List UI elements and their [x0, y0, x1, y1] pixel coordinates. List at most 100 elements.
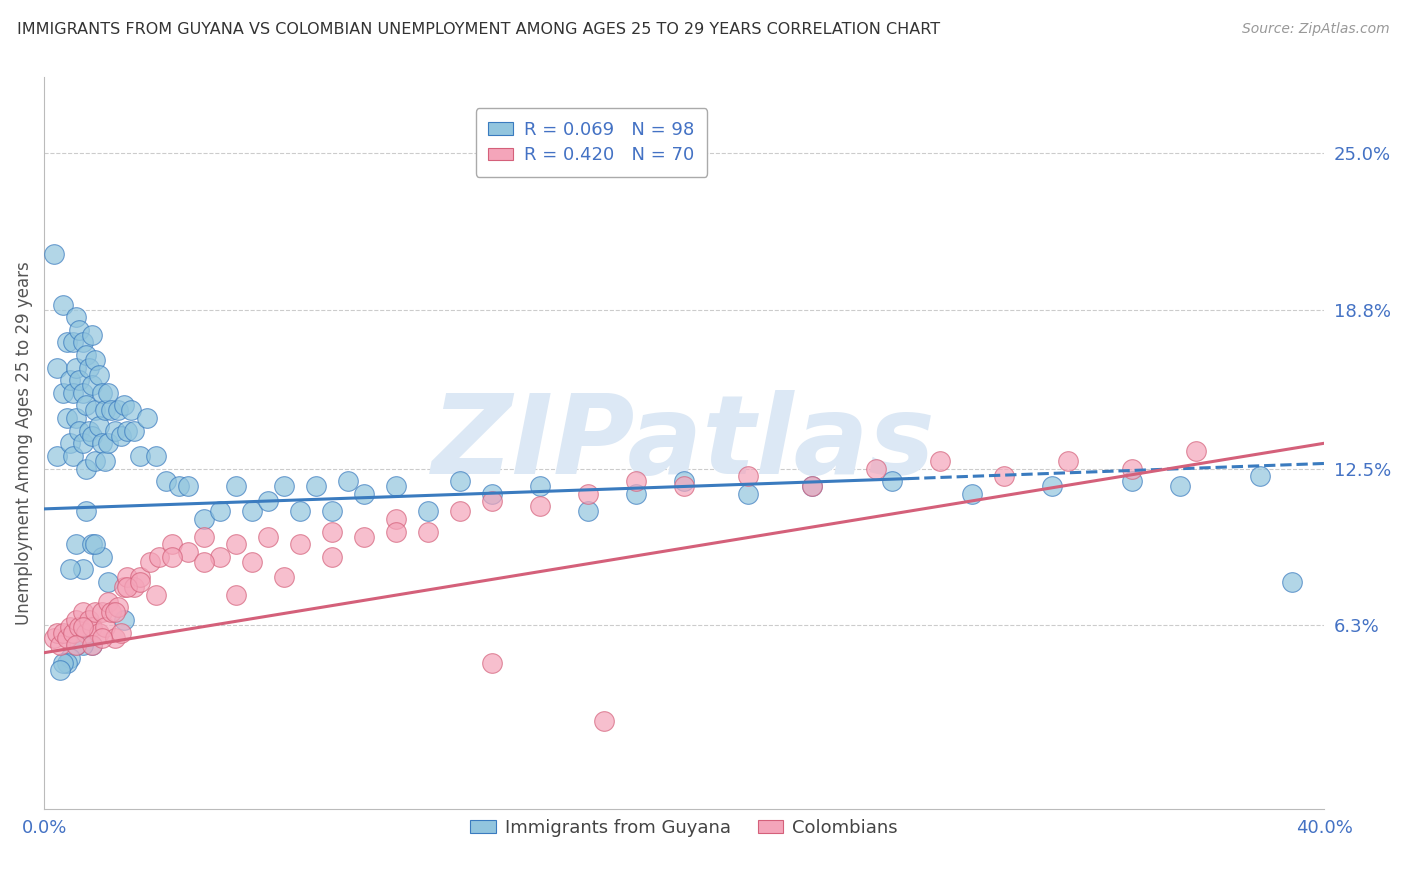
Point [160, 549, 183, 564]
Point [673, 474, 696, 488]
Point [75, 399, 97, 413]
Point [62, 385, 84, 400]
Point [90, 631, 112, 645]
Point [321, 549, 343, 564]
Point [84, 403, 107, 417]
Point [90, 385, 112, 400]
Point [97, 436, 120, 450]
Point [59, 562, 82, 576]
Point [65, 310, 87, 325]
Point [94, 620, 117, 634]
Point [75, 348, 97, 362]
Point [117, 424, 139, 438]
Point [449, 504, 471, 518]
Point [385, 512, 408, 526]
Point [49, 638, 72, 652]
Point [288, 504, 311, 518]
Point [52, 297, 75, 311]
Text: IMMIGRANTS FROM GUYANA VS COLOMBIAN UNEMPLOYMENT AMONG AGES 25 TO 29 YEARS CORRE: IMMIGRANTS FROM GUYANA VS COLOMBIAN UNEM… [17, 22, 941, 37]
Point [65, 638, 87, 652]
Point [576, 487, 599, 501]
Point [62, 449, 84, 463]
Point [52, 656, 75, 670]
Point [529, 500, 551, 514]
Point [72, 605, 94, 619]
Point [481, 494, 503, 508]
Point [45, 360, 67, 375]
Point [52, 385, 75, 400]
Point [122, 580, 145, 594]
Point [138, 555, 160, 569]
Point [481, 487, 503, 501]
Point [65, 360, 87, 375]
Point [84, 537, 107, 551]
Point [72, 638, 94, 652]
Point [77, 360, 100, 375]
Point [321, 524, 343, 539]
Point [55, 656, 77, 670]
Point [353, 530, 375, 544]
Point [416, 504, 439, 518]
Point [240, 555, 263, 569]
Point [94, 454, 117, 468]
Point [737, 487, 759, 501]
Point [225, 537, 247, 551]
Point [288, 537, 311, 551]
Point [129, 449, 152, 463]
Point [240, 504, 263, 518]
Point [148, 549, 170, 564]
Point [529, 479, 551, 493]
Point [593, 714, 616, 728]
Point [100, 605, 122, 619]
Point [801, 479, 824, 493]
Point [65, 638, 87, 652]
Point [67, 620, 90, 634]
Point [1185, 443, 1208, 458]
Point [120, 403, 142, 417]
Point [1281, 575, 1303, 590]
Point [77, 424, 100, 438]
Point [110, 428, 132, 442]
Point [84, 454, 107, 468]
Y-axis label: Unemployment Among Ages 25 to 29 years: Unemployment Among Ages 25 to 29 years [15, 261, 32, 625]
Point [75, 504, 97, 518]
Point [65, 537, 87, 551]
Point [59, 373, 82, 387]
Point [75, 461, 97, 475]
Point [145, 588, 167, 602]
Point [673, 479, 696, 493]
Point [107, 403, 129, 417]
Point [624, 474, 647, 488]
Point [84, 605, 107, 619]
Point [129, 570, 152, 584]
Point [42, 631, 65, 645]
Point [110, 625, 132, 640]
Point [97, 575, 120, 590]
Point [416, 524, 439, 539]
Point [145, 449, 167, 463]
Point [72, 620, 94, 634]
Point [209, 549, 232, 564]
Point [67, 373, 90, 387]
Point [257, 494, 280, 508]
Point [193, 555, 215, 569]
Point [1121, 474, 1143, 488]
Point [59, 436, 82, 450]
Point [59, 620, 82, 634]
Point [177, 545, 200, 559]
Point [67, 323, 90, 337]
Point [107, 600, 129, 615]
Point [1040, 479, 1063, 493]
Point [257, 530, 280, 544]
Point [993, 469, 1015, 483]
Point [321, 504, 343, 518]
Point [624, 487, 647, 501]
Point [449, 474, 471, 488]
Point [82, 428, 104, 442]
Point [97, 595, 120, 609]
Point [72, 385, 94, 400]
Point [273, 570, 295, 584]
Point [65, 613, 87, 627]
Point [193, 530, 215, 544]
Point [209, 504, 232, 518]
